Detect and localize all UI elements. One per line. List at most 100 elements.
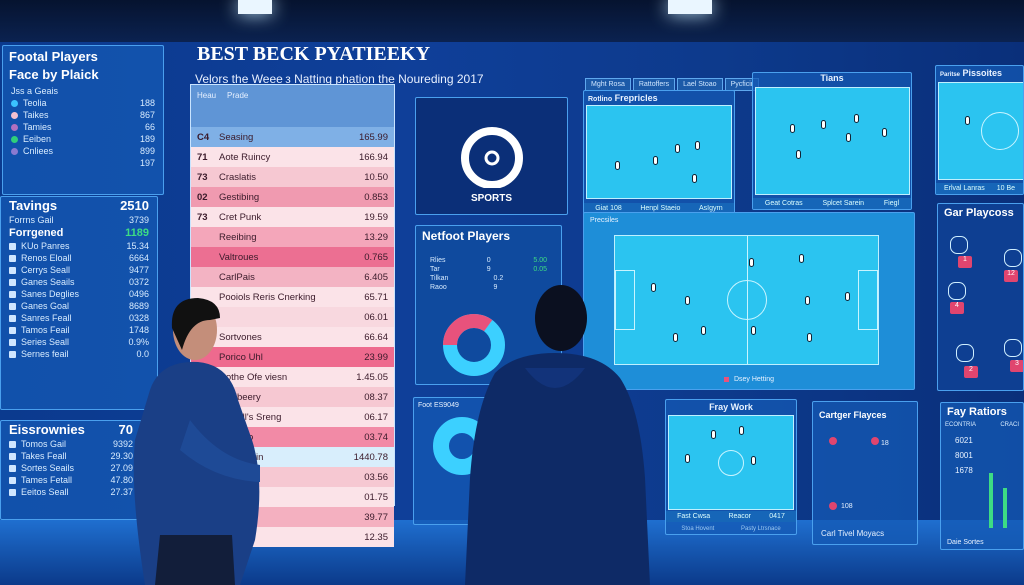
sports-label: SPORTS (470, 193, 513, 204)
donut-segment-pink (443, 314, 505, 376)
pitch (586, 105, 732, 199)
footal-players-panel: Footal Players Face by Plaick Jss a Geai… (2, 45, 164, 195)
panel-title: Tians (820, 73, 844, 83)
panel-title: Netfoot Players (422, 229, 511, 243)
list-item: Sernes feail 0.0 (1, 348, 157, 360)
list-item: Forrns Gail 3739 (9, 215, 149, 225)
list-item: Sortes Seails 27.09 (1, 462, 141, 474)
table-row[interactable]: 71 Aote Ruincy 166.94 (191, 147, 394, 167)
list-item: Taikes 867 (3, 109, 163, 121)
cartger-flayces-panel: Cartger Flayces 18 108 Carl Tivel Moyacs (812, 401, 918, 545)
list-item: Cnliees 899 (3, 145, 163, 157)
panel-total: 2510 (120, 198, 149, 213)
panel-title: Gar Playcoss (944, 207, 1014, 219)
tavings-panel: Tavings 2510 Forrns Gail 3739 Forrgened 118… (0, 196, 158, 410)
table-row[interactable]: 73 Craslatis 10.50 (191, 167, 394, 187)
page-title: BEST BECK PYATIEEKY (197, 43, 431, 65)
list-icon (9, 477, 16, 485)
list-icon (9, 489, 16, 497)
list-icon (9, 267, 16, 275)
table-row[interactable]: 06.01 (191, 307, 394, 327)
ceiling (0, 0, 1024, 42)
list-item: Cerrys Seall 9477 (1, 264, 157, 276)
list-item: Takes Feall 29.30 (1, 450, 141, 462)
formation-panel: Precsiles Dsey Hetting (583, 212, 915, 390)
panel-title: Pissoites (962, 68, 1003, 78)
list-item: Tamos Feail 1748 (1, 324, 157, 336)
dot-icon (11, 124, 18, 132)
pitch (938, 82, 1023, 180)
table-row[interactable]: 73 Cret Punk 19.59 (191, 207, 394, 227)
eissrownies-panel: Eissrownies 70 Tomos Gail 9392 Takes Feall 2… (0, 420, 142, 520)
table-row[interactable]: Sortvones 66.64 (191, 327, 394, 347)
panel-title: Foot ES9049 (418, 402, 459, 409)
list-item: Tomos Gail 9392 (1, 438, 141, 450)
list-item: 197 (139, 158, 155, 168)
bar (1003, 488, 1007, 528)
ceiling-light (668, 0, 712, 14)
tians-panel: Tians Geat Cotras Splcet Sarein Fiegl (752, 72, 912, 210)
list-item: Eeitos Seall 27.37 (1, 486, 141, 498)
list-item: Tar 9 0.05 (430, 266, 547, 273)
table-row[interactable]: CarlPais 6.405 (191, 267, 394, 287)
list-item: KUo Panres 15.34 (1, 240, 157, 252)
list-item: Teolia 188 (3, 97, 163, 109)
list-icon (9, 465, 16, 473)
list-item: Sanres Feall 0328 (1, 312, 157, 324)
dot-icon (11, 112, 18, 120)
list-icon (9, 291, 16, 299)
table-header: Heau Prade (191, 85, 394, 127)
pitch (668, 415, 794, 510)
list-item: Eeiben 189 (3, 133, 163, 145)
bar (989, 473, 993, 528)
list-icon (9, 255, 16, 263)
fay-ratiors-panel: Fay Ratiors ECONTRIA CRACI 6021 8001 1678 D… (940, 402, 1024, 550)
table-row[interactable]: Valtroues 0.765 (191, 247, 394, 267)
person-left (133, 298, 260, 585)
legend: Dsey Hetting (584, 376, 914, 383)
list-item: Rlies 0 5.00 (430, 257, 547, 264)
list-icon (9, 339, 16, 347)
pitch (614, 235, 879, 365)
list-item: Ganes Goal 8689 (1, 300, 157, 312)
list-icon (9, 243, 16, 251)
panel-title: Frepricles (614, 93, 658, 103)
list-item: Renos Eloall 6664 (1, 252, 157, 264)
list-icon (9, 279, 16, 287)
dot-icon (11, 136, 18, 144)
person-right (465, 285, 650, 585)
table-row[interactable]: Pooiols Reris Cnerking 65.71 (191, 287, 394, 307)
pitch (755, 87, 910, 195)
list-icon (9, 351, 16, 359)
list-item: Tamies 66 (3, 121, 163, 133)
list-icon (9, 303, 16, 311)
table-row[interactable]: C4 Seasing 165.99 (191, 127, 394, 147)
dot-icon (11, 148, 18, 156)
panel-title: Tavings (9, 198, 58, 213)
fray-work-panel: Fray Work Fast Cwsa Reacor 0417 Stoa Hoven… (665, 399, 797, 535)
gar-playcoss-panel: Gar Playcoss 1 12 4 3 2 (937, 203, 1024, 391)
list-item: Tames Fetall 47.80 (1, 474, 141, 486)
panel-title: Fray Work (709, 402, 753, 412)
frepricles-panel: Rotlino Frepricles Giat 108 Henpl Staeio A… (583, 90, 735, 215)
table-row[interactable]: 02 Gestibing 0.853 (191, 187, 394, 207)
panel-title: Cartger Flayces (819, 410, 887, 420)
tab-bar: Mght Rosa Rattoffers Lael Stoao Pycficir (585, 73, 761, 91)
panel-subtitle: Jss a Geais (11, 86, 59, 96)
list-icon (9, 327, 16, 335)
table-row[interactable]: Porico Uhl 23.99 (191, 347, 394, 367)
subheader: Forrgened (9, 227, 64, 239)
list-item: Tilkan 0.2 (430, 275, 504, 282)
table-row[interactable]: Rothe Ofe viesn 1.45.05 (191, 367, 394, 387)
page-subtitle: Velors the Weee з Natting phation the No… (195, 72, 484, 86)
panel-title: Face by Plaick (9, 67, 99, 82)
list-item: Sanes Deglies 0496 (1, 288, 157, 300)
table-row[interactable]: Acsibeery 08.37 (191, 387, 394, 407)
list-icon (9, 453, 16, 461)
table-row[interactable]: Reeibing 13.29 (191, 227, 394, 247)
list-icon (9, 441, 16, 449)
phone-icon (11, 100, 18, 108)
pissoites-panel: Paritse Pissoites Erlval Lanras 10 Be (935, 65, 1024, 195)
panel-title: Footal Players (9, 49, 98, 64)
sports-logo-icon (461, 127, 523, 189)
